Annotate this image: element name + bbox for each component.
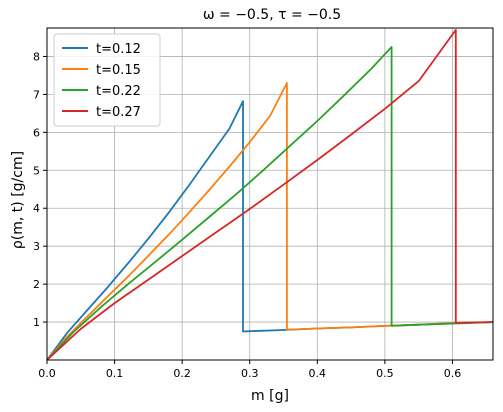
- legend-label: t=0.27: [96, 105, 141, 120]
- series-line-t=0.15: [46, 82, 494, 361]
- x-tick-label: 0.1: [106, 367, 124, 380]
- legend-label: t=0.12: [96, 42, 141, 57]
- y-tick-label: 7: [33, 88, 40, 101]
- y-tick-label: 3: [33, 240, 40, 253]
- grid: [46, 28, 493, 360]
- x-tick-label: 0.2: [173, 367, 191, 380]
- x-tick-label: 0.5: [376, 367, 394, 380]
- legend-box: [53, 33, 161, 127]
- plot-series: [46, 28, 494, 361]
- series-line-t=0.22: [46, 46, 494, 361]
- legend: t=0.12 t=0.15 t=0.22 t=0.27: [53, 33, 161, 127]
- legend-label: t=0.15: [96, 63, 141, 78]
- x-axis-label: m [g]: [251, 388, 289, 404]
- y-tick-label: 6: [33, 126, 40, 139]
- y-tick-label: 4: [33, 202, 40, 215]
- series-line-t=0.12: [46, 100, 494, 361]
- axis-ticks: 0.0 0.1 0.2 0.3 0.4 0.5 0.6 1 2 3 4 5 6 7 8: [33, 50, 461, 380]
- y-tick-label: 1: [33, 316, 40, 329]
- y-tick-label: 5: [33, 164, 40, 177]
- x-tick-label: 0.6: [444, 367, 462, 380]
- y-tick-label: 2: [33, 278, 40, 291]
- plot-frame: [46, 27, 494, 361]
- series-line-t=0.27: [46, 28, 494, 361]
- x-tick-label: 0.4: [309, 367, 327, 380]
- chart-title: ω = −0.5, τ = −0.5: [203, 7, 341, 23]
- x-tick-label: 0.0: [38, 367, 56, 380]
- y-tick-label: 8: [33, 50, 40, 63]
- x-tick-label: 0.3: [241, 367, 259, 380]
- legend-label: t=0.22: [96, 84, 141, 99]
- y-axis-label: ρ(m, t) [g/cm]: [10, 151, 26, 249]
